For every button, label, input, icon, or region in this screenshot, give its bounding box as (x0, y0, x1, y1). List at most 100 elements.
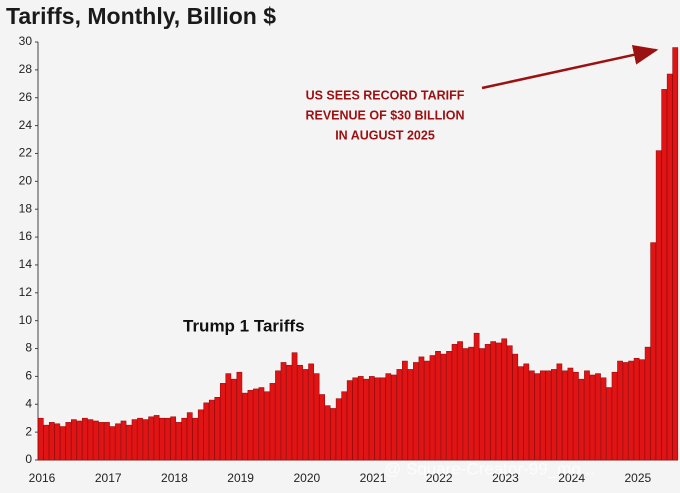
bar (655, 150, 662, 461)
y-tick-label: 20 (19, 174, 33, 188)
bar (512, 353, 519, 461)
bar (120, 420, 127, 461)
annotation: US SEES RECORD TARIFF (306, 88, 465, 102)
bar (440, 353, 447, 461)
bar (545, 370, 552, 461)
bar (142, 419, 149, 461)
bar (490, 341, 497, 461)
bar (126, 424, 132, 461)
bar (672, 47, 679, 461)
x-tick-label: 2020 (293, 471, 320, 485)
y-tick-label: 2 (25, 424, 32, 438)
bar (396, 369, 403, 461)
bar (639, 359, 645, 461)
bar (291, 352, 298, 461)
bar (65, 422, 72, 461)
y-tick-label: 10 (19, 313, 33, 327)
bar (368, 376, 375, 461)
annotation: IN AUGUST 2025 (335, 128, 435, 142)
bar (275, 370, 281, 461)
y-tick-label: 18 (19, 201, 33, 215)
y-tick-label: 14 (19, 257, 33, 271)
bar (48, 422, 55, 461)
bar (236, 371, 243, 461)
bar (595, 373, 601, 461)
bar (297, 364, 303, 461)
bar (43, 424, 50, 461)
bar (479, 348, 485, 461)
bar (573, 371, 579, 461)
bar (208, 399, 215, 461)
annotation: Trump 1 Tariffs (183, 316, 305, 335)
x-tick-label: 2025 (625, 471, 652, 485)
bar (286, 364, 292, 461)
bar (219, 383, 226, 461)
bar (539, 370, 546, 461)
bar (59, 426, 66, 461)
bar (385, 373, 392, 461)
bar (253, 388, 259, 461)
bar (214, 396, 221, 461)
bar (87, 419, 94, 461)
bar (556, 363, 563, 461)
watermark: @ Square-Creator-99_mo... (384, 459, 595, 478)
bar (528, 370, 535, 461)
bar (93, 420, 99, 461)
bar (517, 366, 524, 461)
x-tick-label: 2024 (558, 471, 585, 485)
bar (584, 370, 590, 461)
bar (115, 423, 121, 461)
bar (37, 417, 44, 461)
bar (622, 362, 629, 461)
bar (76, 420, 83, 461)
bar (628, 360, 634, 461)
y-tick-label: 30 (19, 34, 33, 48)
bar (391, 374, 397, 461)
bar (159, 417, 165, 461)
bar (473, 332, 480, 461)
bar (258, 387, 265, 461)
bar (197, 409, 204, 461)
bar (104, 422, 110, 461)
y-tick-label: 26 (19, 90, 33, 104)
bar (319, 394, 325, 461)
bar (82, 417, 88, 461)
bar (617, 360, 623, 461)
bar (192, 417, 199, 461)
arrow (481, 45, 659, 90)
y-tick-label: 8 (25, 341, 32, 355)
bar (148, 416, 154, 461)
bar (578, 378, 585, 461)
bar (457, 341, 463, 461)
bar (534, 373, 541, 461)
bar (661, 89, 668, 461)
bar (606, 387, 612, 461)
bar (302, 369, 309, 461)
bar (495, 342, 502, 461)
bar (153, 415, 160, 461)
y-tick-label: 22 (19, 146, 33, 160)
bar (71, 419, 77, 461)
bar (523, 363, 530, 461)
bar (551, 369, 557, 461)
bar (225, 373, 232, 461)
bar (54, 423, 61, 461)
bar (352, 377, 359, 461)
bar (346, 380, 353, 461)
bar (567, 367, 574, 461)
y-tick-label: 4 (25, 396, 32, 410)
chart-title: Tariffs, Monthly, Billion $ (6, 3, 276, 29)
bar (633, 357, 640, 461)
x-tick-label: 2019 (227, 471, 254, 485)
bar (186, 412, 193, 461)
y-tick-label: 0 (25, 452, 32, 466)
bar (435, 351, 441, 461)
bar (666, 73, 673, 461)
bar (308, 363, 314, 461)
x-tick-label: 2023 (492, 471, 519, 485)
bar (451, 344, 458, 461)
bar (324, 405, 331, 461)
bar (424, 360, 430, 461)
bar (269, 383, 276, 461)
bar (242, 392, 248, 461)
